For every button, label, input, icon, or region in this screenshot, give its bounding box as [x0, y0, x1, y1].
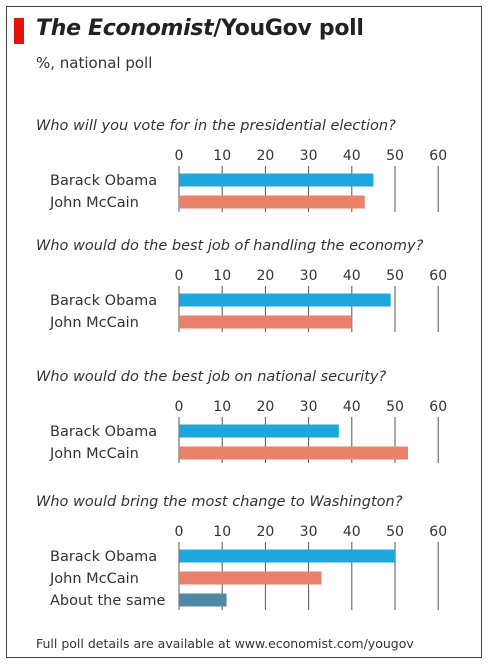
- tick-label: 10: [213, 399, 231, 415]
- bar: [179, 195, 365, 209]
- bar: [179, 173, 374, 187]
- red-accent-tab: [14, 18, 24, 44]
- bar: [179, 549, 395, 563]
- question-title: Who will you vote for in the presidentia…: [36, 118, 396, 134]
- tick-label: 40: [343, 524, 361, 540]
- chart-frame: [6, 6, 482, 658]
- tick-label: 60: [429, 148, 447, 164]
- bar: [179, 424, 339, 438]
- chart-subtitle: %, national poll: [36, 54, 153, 72]
- footnote: Full poll details are available at www.e…: [36, 636, 414, 651]
- tick-label: 20: [256, 399, 274, 415]
- tick-label: 30: [300, 148, 318, 164]
- tick-label: 40: [343, 268, 361, 284]
- tick-label: 50: [386, 399, 404, 415]
- tick-label: 10: [213, 524, 231, 540]
- tick-label: 40: [343, 148, 361, 164]
- title-poll: /YouGov poll: [213, 16, 364, 41]
- tick-label: 60: [429, 524, 447, 540]
- tick-label: 0: [175, 148, 184, 164]
- category-label: John McCain: [49, 195, 139, 211]
- bar: [179, 315, 352, 329]
- category-label: Barack Obama: [50, 424, 157, 440]
- tick-label: 20: [256, 268, 274, 284]
- category-label: John McCain: [49, 571, 139, 587]
- tick-label: 30: [300, 524, 318, 540]
- tick-label: 30: [300, 268, 318, 284]
- tick-label: 40: [343, 399, 361, 415]
- category-label: Barack Obama: [50, 549, 157, 565]
- tick-label: 50: [386, 524, 404, 540]
- tick-label: 60: [429, 268, 447, 284]
- question-title: Who would bring the most change to Washi…: [36, 494, 403, 510]
- bar: [179, 593, 227, 607]
- bar: [179, 293, 391, 307]
- category-label: Barack Obama: [50, 173, 157, 189]
- question-title: Who would do the best job on national se…: [36, 369, 386, 385]
- tick-label: 50: [386, 148, 404, 164]
- category-label: John McCain: [49, 446, 139, 462]
- category-label: About the same: [50, 593, 165, 609]
- tick-label: 50: [386, 268, 404, 284]
- chart-title: The Economist/YouGov poll: [36, 16, 364, 41]
- tick-label: 0: [175, 524, 184, 540]
- tick-label: 10: [213, 268, 231, 284]
- category-label: Barack Obama: [50, 293, 157, 309]
- bar: [179, 571, 322, 585]
- category-label: John McCain: [49, 315, 139, 331]
- tick-label: 20: [256, 148, 274, 164]
- tick-label: 0: [175, 399, 184, 415]
- tick-label: 0: [175, 268, 184, 284]
- tick-label: 30: [300, 399, 318, 415]
- tick-label: 60: [429, 399, 447, 415]
- tick-label: 10: [213, 148, 231, 164]
- bar: [179, 446, 408, 460]
- tick-label: 20: [256, 524, 274, 540]
- question-title: Who would do the best job of handling th…: [36, 238, 424, 254]
- title-publication: The Economist: [36, 16, 214, 41]
